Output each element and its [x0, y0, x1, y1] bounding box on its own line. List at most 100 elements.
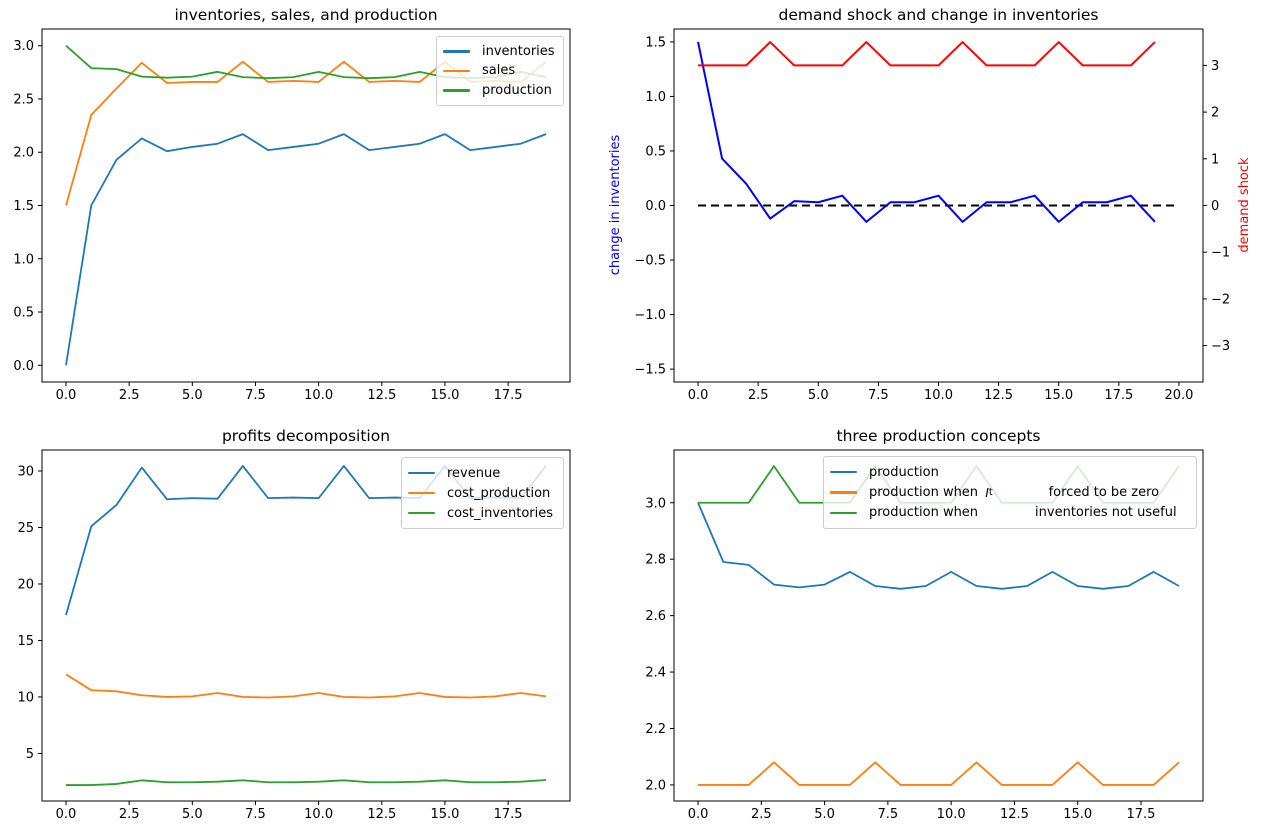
profits-decomposition-spines: [41, 449, 571, 802]
y-tick-label: 15: [17, 634, 34, 649]
right-y-tick-label: −2: [1211, 292, 1230, 307]
x-tick-label: 17.5: [1127, 807, 1156, 822]
legend-label-text: forced to be zero: [1048, 484, 1160, 500]
y-tick-label: 2.8: [645, 553, 666, 568]
x-tick-label: 0.0: [56, 807, 77, 822]
x-tick-label: 12.5: [984, 388, 1013, 403]
x-tick-label: 12.5: [367, 807, 396, 822]
y-tick-label: −1.5: [634, 363, 666, 378]
x-tick-label: 2.5: [119, 388, 140, 403]
x-tick-label: 20.0: [1164, 388, 1193, 403]
y-tick-label: 1.0: [13, 252, 34, 267]
series-line-production: [697, 502, 1180, 590]
profits-decomposition-ticks: 0.0 2.5 5.0 7.5 10.0 12.5 15.0 17.5 5 10 15 20 25 30: [17, 465, 522, 822]
right-y-tick-label: −1: [1211, 246, 1230, 261]
demand-shock-change-inventories-axes: 0.0 2.5 5.0 7.5 10.0 12.5 15.0 17.5 20.0−1.5−1.0…: [634, 28, 1230, 403]
y-tick-label: −1.0: [634, 308, 666, 323]
x-tick-label: 0.0: [688, 807, 709, 822]
x-tick-label: 17.5: [494, 388, 523, 403]
y-tick-label: 3.0: [13, 39, 34, 54]
x-tick-label: 12.5: [367, 388, 396, 403]
series-line-change-in-inventories: [697, 41, 1156, 223]
legend-label-text: revenue: [447, 465, 501, 481]
legend-line-swatch: [830, 491, 857, 494]
x-tick-label: 10.0: [937, 807, 966, 822]
x-tick-label: 15.0: [1063, 807, 1092, 822]
legend-math-subscript: t: [988, 486, 993, 498]
y-tick-label: 0.0: [13, 359, 34, 374]
x-tick-label: 5.0: [808, 388, 829, 403]
x-tick-label: 17.5: [1104, 388, 1133, 403]
legend-label-text: production: [482, 82, 552, 98]
legend-inventories-sales-production: inventories sales production: [436, 36, 564, 106]
legend-item: cost_inventories: [408, 503, 557, 523]
y-tick-label: 20: [17, 577, 34, 592]
y-tick-label: 2.4: [645, 666, 666, 681]
y-tick-label: 25: [17, 521, 34, 536]
x-tick-label: 2.5: [119, 807, 140, 822]
legend-label-gap: [993, 492, 1049, 493]
y-tick-label: 2.0: [645, 778, 666, 793]
y-tick-label: 2.6: [645, 609, 666, 624]
legend-label-text: cost_production: [447, 485, 551, 501]
y-tick-label: 0.5: [13, 306, 34, 321]
x-tick-label: 10.0: [304, 388, 333, 403]
x-tick-label: 5.0: [182, 807, 203, 822]
y-tick-label: 5: [26, 747, 34, 762]
series-line-cost-production: [65, 673, 547, 699]
legend-item: cost_production: [408, 483, 557, 503]
legend-label-text: inventories: [482, 44, 555, 60]
legend-line-swatch: [443, 69, 470, 73]
y-tick-label: 0.5: [645, 144, 666, 159]
legend-line-swatch: [408, 511, 435, 515]
x-tick-label: 7.5: [868, 388, 889, 403]
left-y-axis-label-change-in-inventories: change in inventories: [608, 134, 623, 276]
inventories-sales-production-axes: 0.0 2.5 5.0 7.5 10.0 12.5 15.0 17.5 0.0 0.5 1.0 1.5…: [13, 28, 571, 403]
x-tick-label: 2.5: [751, 807, 772, 822]
y-tick-label: 1.5: [645, 35, 666, 50]
y-tick-label: 2.5: [13, 92, 34, 107]
y-tick-label: 0.0: [645, 199, 666, 214]
chart-title-inventories-sales-production: inventories, sales, and production: [174, 6, 438, 24]
legend-line-swatch: [830, 511, 857, 515]
x-tick-label: 15.0: [1044, 388, 1073, 403]
x-tick-label: 12.5: [1000, 807, 1029, 822]
x-tick-label: 0.0: [688, 388, 709, 403]
legend-line-swatch: [408, 471, 435, 475]
x-tick-label: 2.5: [748, 388, 769, 403]
x-tick-label: 7.5: [245, 807, 266, 822]
legend-item: inventories: [443, 42, 557, 61]
right-y-tick-label: 2: [1211, 106, 1219, 121]
y-tick-label: 2.2: [645, 722, 666, 737]
legend-item: production: [443, 81, 557, 100]
legend-line-swatch: [443, 89, 470, 92]
y-tick-label: 3.0: [645, 496, 666, 511]
x-tick-label: 10.0: [924, 388, 953, 403]
x-tick-label: 5.0: [182, 388, 203, 403]
y-tick-label: 30: [17, 465, 34, 480]
inventories-sales-production-ticks: 0.0 2.5 5.0 7.5 10.0 12.5 15.0 17.5 0.0 0.5 1.0 1.5…: [13, 39, 522, 403]
series-line-inventories: [65, 133, 547, 366]
legend-item: sales: [443, 61, 557, 80]
legend-label-gap: [978, 512, 1035, 513]
legend-math-symbol: I: [985, 484, 989, 500]
x-tick-label: 5.0: [814, 807, 835, 822]
y-tick-label: 10: [17, 690, 34, 705]
chart-title-profits-decomposition: profits decomposition: [221, 427, 391, 445]
legend-label-text: production when: [869, 505, 979, 521]
legend-item: production when inventories not useful: [830, 503, 1190, 523]
chart-title-three-production-concepts: three production concepts: [836, 427, 1041, 445]
legend-label-text: sales: [482, 63, 516, 79]
y-tick-label: 1.5: [13, 199, 34, 214]
right-y-tick-label: −3: [1211, 339, 1230, 354]
x-tick-label: 10.0: [304, 807, 333, 822]
x-tick-label: 7.5: [245, 388, 266, 403]
legend-item: production: [830, 462, 1190, 482]
x-tick-label: 7.5: [878, 807, 899, 822]
x-tick-label: 15.0: [430, 388, 459, 403]
legend-item: revenue: [408, 463, 557, 483]
